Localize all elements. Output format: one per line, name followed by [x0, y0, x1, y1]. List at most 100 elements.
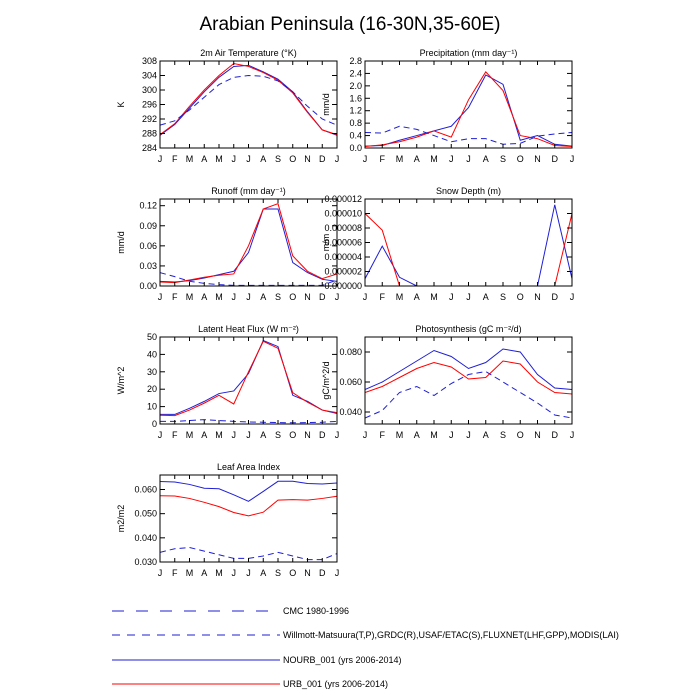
- y-tick-label: 0.000012: [324, 194, 362, 204]
- y-tick-label: 0.030: [134, 557, 157, 567]
- x-tick-label: J: [335, 430, 340, 440]
- y-tick-label: 296: [142, 100, 157, 110]
- x-tick-label: N: [304, 154, 311, 164]
- series-line-1: [365, 348, 572, 390]
- x-tick-label: A: [201, 154, 207, 164]
- x-tick-label: J: [246, 568, 251, 578]
- y-tick-label: 0.8: [349, 118, 362, 128]
- series-line-3: [365, 370, 572, 419]
- x-tick-label: F: [380, 292, 386, 302]
- x-tick-label: J: [246, 292, 251, 302]
- legend-label-1: CMC 1980-1996: [283, 606, 349, 616]
- y-tick-label: 0.06: [139, 241, 157, 251]
- x-tick-label: F: [172, 568, 178, 578]
- x-tick-label: S: [275, 430, 281, 440]
- x-tick-label: J: [158, 292, 163, 302]
- x-tick-label: J: [466, 154, 471, 164]
- plot-frame: [364, 198, 573, 287]
- panel-title: 2m Air Temperature (°K): [200, 48, 296, 58]
- x-tick-label: F: [172, 430, 178, 440]
- y-tick-label: 1.2: [349, 106, 362, 116]
- x-tick-label: A: [260, 154, 266, 164]
- figure-title: Arabian Peninsula (16-30N,35-60E): [199, 14, 500, 35]
- x-tick-label: O: [517, 292, 524, 302]
- y-tick-label: 30: [147, 367, 157, 377]
- x-tick-label: A: [414, 292, 420, 302]
- x-tick-label: F: [172, 292, 178, 302]
- series-line-2: [160, 63, 337, 136]
- plot-frame: [364, 336, 573, 425]
- x-tick-label: S: [500, 154, 506, 164]
- y-tick-label: 0.0: [349, 143, 362, 153]
- panel-6: J F M A M J J A S O N D J0.0400.0600.080Photosynthes…: [321, 324, 574, 440]
- y-tick-label: 2.0: [349, 81, 362, 91]
- y-tick-label: 300: [142, 85, 157, 95]
- x-tick-label: J: [363, 154, 368, 164]
- x-tick-label: A: [483, 430, 489, 440]
- series-line-3: [365, 125, 572, 145]
- series-line-1: [160, 208, 337, 283]
- y-tick-label: 0.080: [339, 347, 362, 357]
- x-tick-label: J: [449, 430, 454, 440]
- y-tick-label: 0.000006: [324, 238, 362, 248]
- y-tick-label: 1.6: [349, 93, 362, 103]
- panel-4: J F M A M J J A S O N D J0.0000000.0000020.0000040.0…: [321, 186, 574, 302]
- y-tick-label: 0.040: [134, 533, 157, 543]
- x-tick-label: O: [289, 568, 296, 578]
- x-tick-label: O: [289, 430, 296, 440]
- series-line-1: [365, 74, 572, 147]
- x-tick-label: N: [534, 430, 541, 440]
- panel-title: Photosynthesis (gC m⁻²/d): [415, 324, 521, 334]
- x-tick-label: D: [552, 154, 559, 164]
- y-axis-label: m/m: [321, 234, 331, 252]
- x-tick-label: J: [158, 568, 163, 578]
- series-line-2: [365, 213, 572, 286]
- x-tick-label: M: [396, 292, 404, 302]
- x-tick-label: D: [319, 568, 326, 578]
- y-axis-label: mm/d: [116, 231, 126, 254]
- series-line-1: [160, 339, 337, 415]
- y-tick-label: 0.050: [134, 509, 157, 519]
- y-tick-label: 2.4: [349, 68, 362, 78]
- x-tick-label: N: [304, 430, 311, 440]
- y-tick-label: 0.060: [134, 485, 157, 495]
- y-axis-label: m2/m2: [116, 505, 126, 533]
- plot-frame: [159, 60, 338, 149]
- y-tick-label: 0.12: [139, 201, 157, 211]
- x-tick-label: F: [380, 430, 386, 440]
- y-tick-label: 40: [147, 349, 157, 359]
- panel-title: Snow Depth (m): [436, 186, 501, 196]
- x-tick-label: O: [289, 292, 296, 302]
- x-tick-label: J: [232, 568, 237, 578]
- y-tick-label: 0.000000: [324, 281, 362, 291]
- x-tick-label: A: [201, 430, 207, 440]
- x-tick-label: J: [158, 430, 163, 440]
- x-tick-label: A: [260, 430, 266, 440]
- x-tick-label: F: [380, 154, 386, 164]
- x-tick-label: A: [483, 292, 489, 302]
- x-tick-label: D: [319, 154, 326, 164]
- y-tick-label: 10: [147, 402, 157, 412]
- series-line-2: [160, 495, 337, 517]
- x-tick-label: M: [215, 568, 223, 578]
- series-line-3: [160, 272, 337, 286]
- x-tick-label: N: [304, 568, 311, 578]
- x-tick-label: J: [246, 430, 251, 440]
- series-line-1: [160, 480, 337, 502]
- y-tick-label: 288: [142, 129, 157, 139]
- x-tick-label: M: [186, 430, 194, 440]
- series-line-2: [160, 203, 337, 284]
- x-tick-label: J: [335, 568, 340, 578]
- y-tick-label: 0: [152, 419, 157, 429]
- y-axis-label: K: [116, 101, 126, 107]
- x-tick-label: D: [552, 292, 559, 302]
- x-tick-label: D: [319, 430, 326, 440]
- y-tick-label: 2.8: [349, 56, 362, 66]
- x-tick-label: J: [449, 292, 454, 302]
- series-line-2: [365, 71, 572, 147]
- x-tick-label: A: [260, 292, 266, 302]
